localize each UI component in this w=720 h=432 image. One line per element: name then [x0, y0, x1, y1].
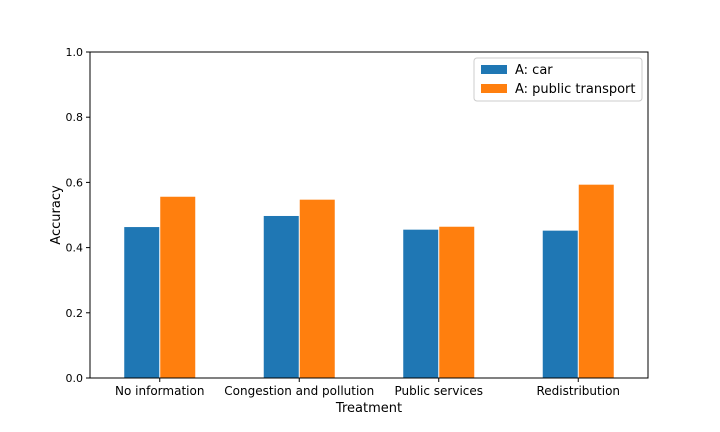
bar-car: [542, 230, 578, 378]
x-tick-label: Public services: [394, 384, 483, 398]
y-tick-label: 0.2: [66, 307, 84, 320]
plot-frame: [89, 51, 649, 379]
y-tick-label: 0.4: [66, 242, 84, 255]
y-tick-label: 0.6: [66, 176, 84, 189]
legend-swatch-car: [481, 65, 507, 74]
bar-public-transport: [299, 199, 335, 378]
y-tick-label: 0.0: [66, 372, 84, 385]
y-tick-label: 0.8: [66, 111, 84, 124]
x-axis-title: Treatment: [335, 401, 402, 416]
bar-car: [403, 229, 439, 378]
bar-public-transport: [578, 184, 614, 378]
legend: A: car A: public transport: [473, 57, 643, 102]
bar-public-transport: [160, 196, 196, 378]
bars-group: [124, 184, 614, 378]
x-axis: No information Congestion and pollution Pu…: [115, 378, 620, 398]
legend-label-car: A: car: [515, 63, 553, 78]
legend-box: [473, 57, 643, 102]
x-tick-label: Congestion and pollution: [224, 384, 374, 398]
bar-car: [124, 227, 160, 378]
y-axis: 0.0 0.2 0.4 0.6 0.8 1.0: [66, 46, 90, 385]
y-tick-label: 1.0: [66, 46, 84, 59]
y-axis-title: Accuracy: [49, 185, 64, 245]
bar-public-transport: [439, 226, 475, 378]
x-tick-label: No information: [115, 384, 204, 398]
bar-car: [263, 215, 299, 378]
x-tick-label: Redistribution: [536, 384, 620, 398]
legend-label-public-transport: A: public transport: [515, 82, 636, 97]
legend-swatch-public-transport: [481, 84, 507, 93]
